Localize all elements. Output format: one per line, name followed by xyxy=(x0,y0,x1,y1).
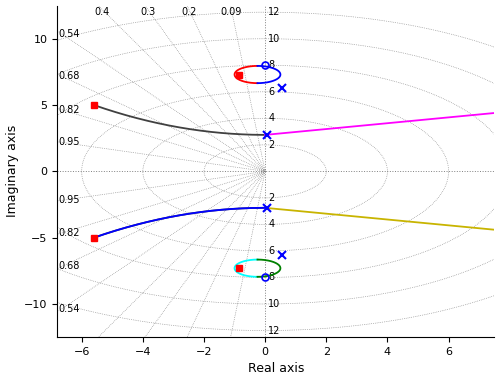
Text: 2: 2 xyxy=(268,140,274,150)
Text: 12: 12 xyxy=(268,7,280,17)
Text: 0.3: 0.3 xyxy=(140,7,156,17)
Y-axis label: Imaginary axis: Imaginary axis xyxy=(6,125,18,218)
Text: 4: 4 xyxy=(268,219,274,229)
Text: 0.68: 0.68 xyxy=(58,261,80,272)
Text: 4: 4 xyxy=(268,113,274,123)
Text: 0.54: 0.54 xyxy=(58,29,80,39)
Text: 0.54: 0.54 xyxy=(58,304,80,314)
Text: 10: 10 xyxy=(268,34,280,44)
Text: 0.09: 0.09 xyxy=(220,7,242,17)
Text: 6: 6 xyxy=(268,87,274,97)
Text: 0.95: 0.95 xyxy=(58,138,80,147)
Text: 12: 12 xyxy=(268,325,280,336)
X-axis label: Real axis: Real axis xyxy=(248,362,304,375)
Text: 10: 10 xyxy=(268,299,280,309)
Text: 6: 6 xyxy=(268,246,274,256)
Text: 8: 8 xyxy=(268,60,274,70)
Text: 0.4: 0.4 xyxy=(94,7,110,17)
Text: 2: 2 xyxy=(268,193,274,203)
Text: 0.82: 0.82 xyxy=(58,105,80,115)
Text: 0.95: 0.95 xyxy=(58,195,80,205)
Text: 0.2: 0.2 xyxy=(182,7,196,17)
Text: 8: 8 xyxy=(268,272,274,282)
Text: 0.68: 0.68 xyxy=(58,71,80,81)
Text: 0.82: 0.82 xyxy=(58,228,80,238)
